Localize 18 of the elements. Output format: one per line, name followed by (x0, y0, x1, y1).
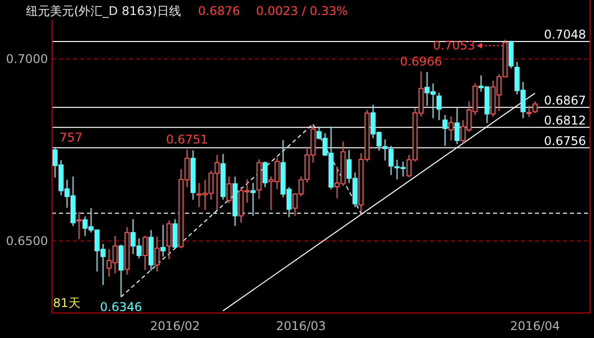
annotation: 757 (60, 130, 82, 144)
ref-line-label: 0.6812 (544, 113, 586, 128)
text: 0.6876 (198, 4, 240, 18)
annotation: 0.6346 (100, 300, 142, 314)
chart-title: 纽元美元(外汇_D 8163)日线 (26, 4, 181, 18)
ref-line-label: 0.6867 (544, 93, 586, 108)
annotation: 0.6966 (400, 54, 442, 68)
x-tick-label: 2016/04 (510, 319, 560, 333)
ref-line-label: 0.7048 (544, 27, 586, 42)
ref-line-label: 0.6756 (544, 134, 586, 148)
text: 0.0023 / 0.33% (256, 4, 348, 18)
x-tick-label: 2016/02 (150, 319, 200, 333)
x-tick-label: 2016/03 (276, 319, 326, 333)
annotation: 0.6751 (166, 132, 208, 147)
y-tick-label: 0.6500 (6, 234, 48, 248)
y-tick-label: 0.7000 (6, 52, 48, 66)
annotation: 81天 (53, 296, 80, 310)
annotation: 0.7053 (433, 38, 475, 53)
